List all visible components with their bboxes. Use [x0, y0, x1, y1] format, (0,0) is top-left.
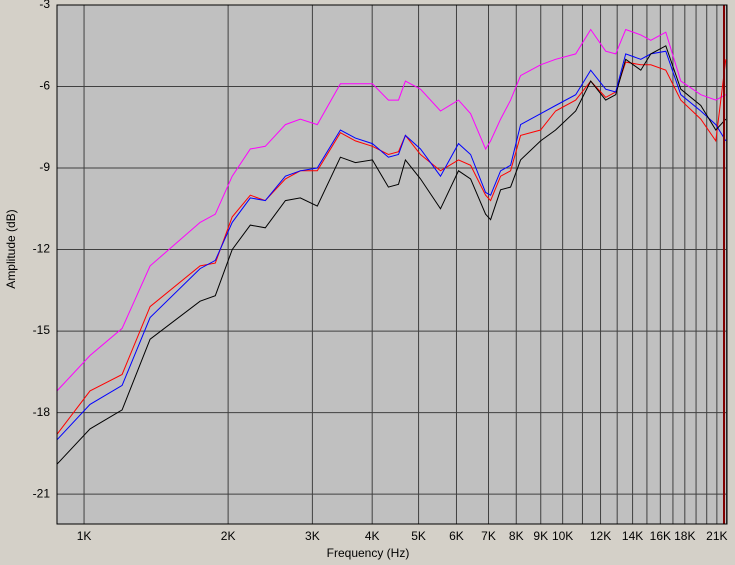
y-tick-label: -15: [33, 323, 51, 337]
x-tick-label: 21K: [706, 529, 727, 543]
y-axis-label: Amplitude (dB): [4, 209, 18, 288]
x-tick-label: 5K: [411, 529, 426, 543]
y-tick-label: -9: [39, 160, 50, 174]
series-line: [56, 50, 727, 441]
x-tick-label: 1K: [77, 529, 92, 543]
x-tick-label: 2K: [221, 529, 236, 543]
series-line: [56, 28, 727, 392]
y-tick-label: -18: [33, 405, 51, 419]
x-tick-label: 8K: [509, 529, 524, 543]
x-tick-label: 18K: [674, 529, 695, 543]
y-tick-label: -3: [39, 0, 50, 11]
y-tick-label: -6: [39, 79, 50, 93]
series-line: [56, 45, 727, 465]
plot-area: [57, 5, 727, 524]
x-axis-label: Frequency (Hz): [327, 546, 410, 560]
y-tick-label: -12: [33, 242, 51, 256]
x-tick-label: 16K: [650, 529, 671, 543]
x-tick-label: 14K: [622, 529, 643, 543]
x-tick-label: 12K: [590, 529, 611, 543]
x-tick-label: 9K: [533, 529, 548, 543]
x-tick-label: 7K: [481, 529, 496, 543]
plot-border: [56, 4, 728, 525]
x-tick-label: 3K: [305, 529, 320, 543]
y-tick-label: -21: [33, 486, 51, 500]
x-tick-label: 10K: [552, 529, 573, 543]
x-tick-label: 4K: [365, 529, 380, 543]
x-tick-label: 6K: [449, 529, 464, 543]
